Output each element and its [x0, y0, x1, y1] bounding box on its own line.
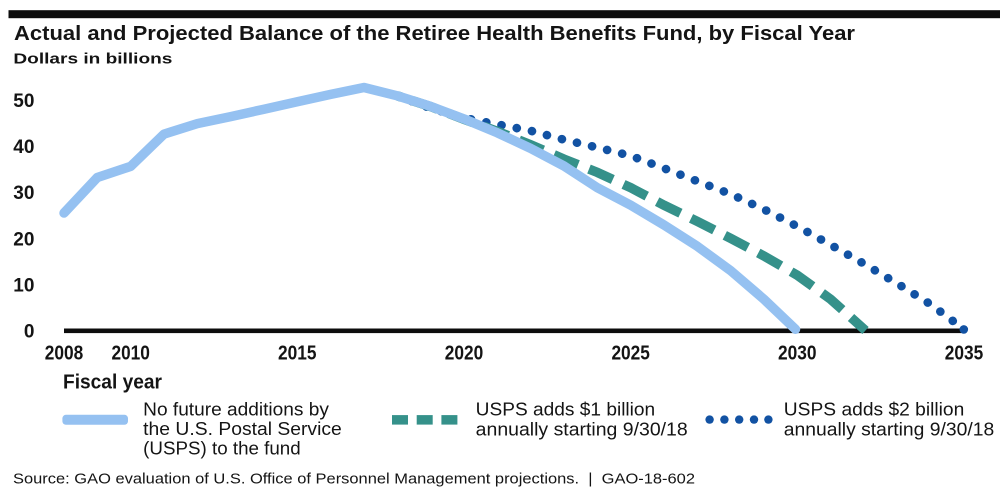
- svg-text:2035: 2035: [945, 343, 984, 365]
- svg-text:annually starting 9/30/18: annually starting 9/30/18: [784, 420, 994, 440]
- svg-text:Source: GAO evaluation of U.S.: Source: GAO evaluation of U.S. Office of…: [13, 472, 695, 488]
- svg-text:Dollars in billions: Dollars in billions: [13, 50, 172, 67]
- svg-text:0: 0: [24, 322, 35, 343]
- svg-text:Actual and Projected Balance o: Actual and Projected Balance of the Reti…: [14, 23, 855, 45]
- svg-text:annually starting 9/30/18: annually starting 9/30/18: [476, 420, 688, 440]
- svg-text:2020: 2020: [445, 343, 484, 365]
- svg-text:40: 40: [13, 137, 34, 158]
- svg-text:USPS adds $2 billion: USPS adds $2 billion: [784, 399, 965, 419]
- svg-text:20: 20: [13, 229, 34, 250]
- svg-text:No future additions by: No future additions by: [143, 399, 329, 419]
- svg-text:2008: 2008: [45, 343, 84, 365]
- svg-text:50: 50: [13, 91, 34, 112]
- svg-text:USPS adds $1 billion: USPS adds $1 billion: [476, 399, 656, 419]
- svg-text:2030: 2030: [778, 343, 817, 365]
- svg-text:2025: 2025: [611, 343, 650, 365]
- svg-text:the U.S. Postal Service: the U.S. Postal Service: [143, 419, 342, 439]
- svg-text:(USPS) to the fund: (USPS) to the fund: [143, 439, 301, 459]
- svg-text:30: 30: [13, 183, 34, 204]
- svg-text:10: 10: [13, 276, 34, 297]
- svg-text:Fiscal year: Fiscal year: [63, 371, 162, 393]
- svg-text:2010: 2010: [111, 343, 150, 365]
- svg-text:2015: 2015: [278, 343, 317, 365]
